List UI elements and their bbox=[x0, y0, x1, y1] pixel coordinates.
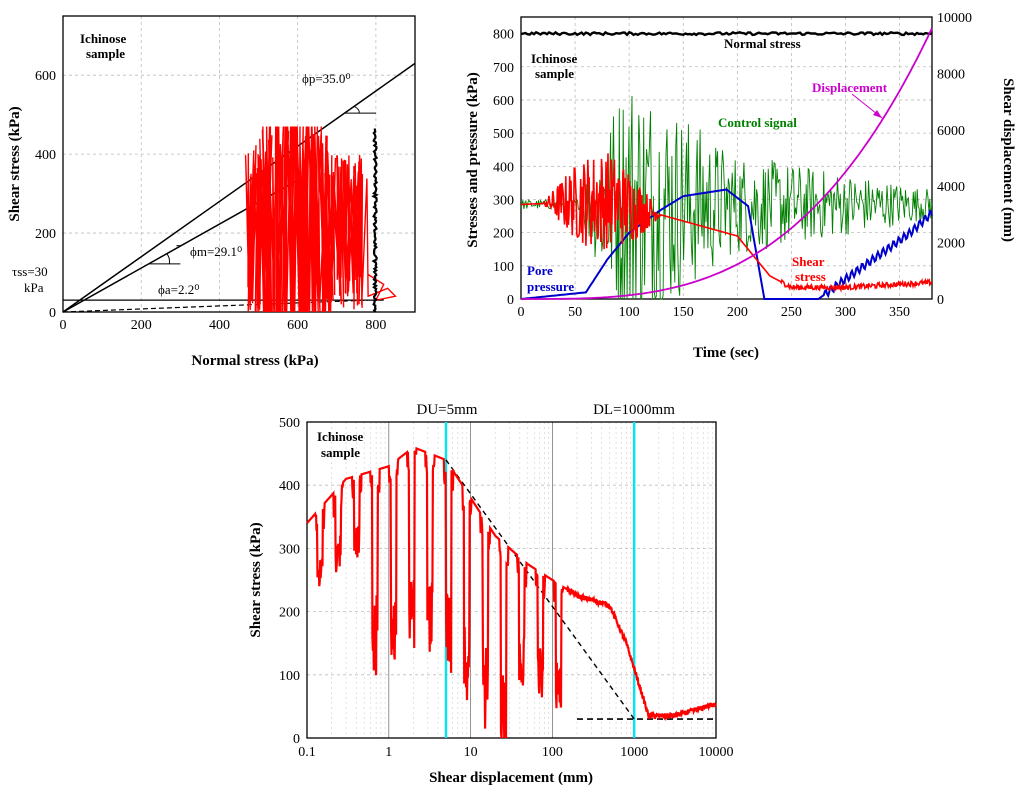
shear-stress-displacement-line bbox=[306, 446, 717, 739]
p2-xtick-label: 250 bbox=[781, 305, 802, 320]
p3-xtick-label: 100 bbox=[542, 745, 563, 760]
p3-ytick-label: 500 bbox=[279, 416, 300, 431]
p2-sample-label-1: Ichinose bbox=[531, 51, 577, 66]
p2-ytick-label: 0 bbox=[507, 293, 514, 308]
p2-ytick-label: 700 bbox=[493, 61, 514, 76]
displacement-log-panel: 0.1 1 10 100 1000 10000 0 100 200 300 400 500 Ichin… bbox=[248, 402, 734, 786]
p3-xtick-label: 0.1 bbox=[298, 745, 316, 760]
p2-xtick-label: 150 bbox=[673, 305, 694, 320]
normal-stress-line bbox=[520, 30, 933, 37]
p1-xtick-label: 200 bbox=[131, 318, 152, 333]
p2-ytick-label: 600 bbox=[493, 94, 514, 109]
p1-ytick-label: 0 bbox=[49, 306, 56, 321]
p1-xlabel: Normal stress (kPa) bbox=[191, 353, 318, 369]
p2-y2tick-label: 0 bbox=[937, 293, 944, 308]
p1-xtick-label: 800 bbox=[365, 318, 386, 333]
p3-ytick-label: 400 bbox=[279, 479, 300, 494]
p2-ytick-label: 200 bbox=[493, 227, 514, 242]
p3-ytick-label: 300 bbox=[279, 542, 300, 557]
p3-xtick-label: 1000 bbox=[620, 745, 648, 760]
phi-p-label: ϕp=35.0⁰ bbox=[302, 71, 351, 86]
stress-path-plot-frame bbox=[62, 15, 416, 313]
p1-black-stress-path bbox=[371, 128, 379, 313]
p2-ytick-label: 500 bbox=[493, 127, 514, 142]
p2-xtick-label: 100 bbox=[619, 305, 640, 320]
p3-sample-label-1: Ichinose bbox=[317, 429, 363, 444]
phi-p-envelope-line bbox=[62, 62, 416, 313]
p2-xlabel: Time (sec) bbox=[693, 345, 759, 361]
dl-label: DL=1000mm bbox=[593, 402, 675, 418]
time-history-panel: 0 50 100 150 200 250 300 350 0 100 200 300 400 500 600… bbox=[465, 11, 1016, 361]
p2-y2tick-label: 10000 bbox=[937, 11, 972, 26]
p2-xtick-label: 350 bbox=[889, 305, 910, 320]
p1-ylabel: Shear stress (kPa) bbox=[7, 106, 23, 221]
p2-xtick-label: 0 bbox=[518, 305, 525, 320]
p3-ytick-label: 200 bbox=[279, 606, 300, 621]
p2-ytick-label: 800 bbox=[493, 28, 514, 43]
p3-ytick-label: 100 bbox=[279, 669, 300, 684]
p1-red-stress-path bbox=[244, 126, 397, 313]
displacement-arrow-head bbox=[873, 110, 882, 118]
p2-ytick-label: 400 bbox=[493, 160, 514, 175]
shear-stress-line bbox=[521, 153, 933, 293]
phi-a-label: ϕa=2.2⁰ bbox=[158, 282, 199, 297]
p1-sample-label-2: sample bbox=[86, 46, 125, 61]
p2-y2tick-label: 8000 bbox=[937, 67, 965, 82]
p2-y2tick-label: 2000 bbox=[937, 237, 965, 252]
shear-stress-label-1: Shear bbox=[792, 254, 825, 269]
p1-ytick-label: 200 bbox=[35, 227, 56, 242]
pore-pressure-label-1: Pore bbox=[527, 263, 553, 278]
p2-xtick-label: 200 bbox=[727, 305, 748, 320]
p1-ytick-label: 600 bbox=[35, 69, 56, 84]
p2-y2label: Shear displacement (mm) bbox=[1000, 78, 1016, 242]
p3-xlabel: Shear displacement (mm) bbox=[429, 770, 593, 786]
p2-ytick-label: 300 bbox=[493, 193, 514, 208]
p2-y2tick-label: 4000 bbox=[937, 180, 965, 195]
p3-sample-label-2: sample bbox=[321, 445, 360, 460]
phi-m-angle-arc bbox=[166, 253, 171, 264]
p3-ytick-label: 0 bbox=[293, 732, 300, 747]
p2-xtick-label: 50 bbox=[568, 305, 582, 320]
p2-y2tick-label: 6000 bbox=[937, 124, 965, 139]
displacement-line bbox=[521, 27, 933, 300]
p1-xtick-label: 400 bbox=[209, 318, 230, 333]
tau-ss-unit: kPa bbox=[24, 280, 44, 295]
phi-a-line bbox=[62, 299, 369, 313]
du-label: DU=5mm bbox=[417, 402, 478, 418]
control-signal-label: Control signal bbox=[718, 115, 797, 130]
p2-xtick-label: 300 bbox=[835, 305, 856, 320]
shear-stress-label-2: stress bbox=[795, 269, 826, 284]
normal-stress-label: Normal stress bbox=[724, 36, 801, 51]
p1-xtick-label: 600 bbox=[287, 318, 308, 333]
time-history-plot-frame bbox=[520, 16, 933, 300]
pore-pressure-label-2: pressure bbox=[527, 279, 574, 294]
p1-xtick-label: 0 bbox=[60, 318, 67, 333]
phi-p-angle-arc bbox=[354, 105, 360, 114]
p3-xtick-label: 10 bbox=[464, 745, 478, 760]
phi-m-label: ϕm=29.1⁰ bbox=[190, 244, 242, 259]
p2-ylabel: Stresses and pressure (kPa) bbox=[465, 72, 481, 247]
tau-ss-label: τss=30 bbox=[12, 264, 48, 279]
p1-ytick-label: 400 bbox=[35, 148, 56, 163]
p2-sample-label-2: sample bbox=[535, 66, 574, 81]
p3-xtick-label: 1 bbox=[385, 745, 392, 760]
p3-xtick-label: 10000 bbox=[699, 745, 734, 760]
displacement-label: Displacement bbox=[812, 80, 888, 95]
pore-pressure-line bbox=[520, 188, 933, 300]
p2-ytick-label: 100 bbox=[493, 260, 514, 275]
p3-ylabel: Shear stress (kPa) bbox=[248, 522, 264, 637]
p1-sample-label-1: Ichinose bbox=[80, 31, 126, 46]
control-signal-line bbox=[520, 95, 933, 300]
displacement-log-plot-frame bbox=[306, 421, 717, 739]
